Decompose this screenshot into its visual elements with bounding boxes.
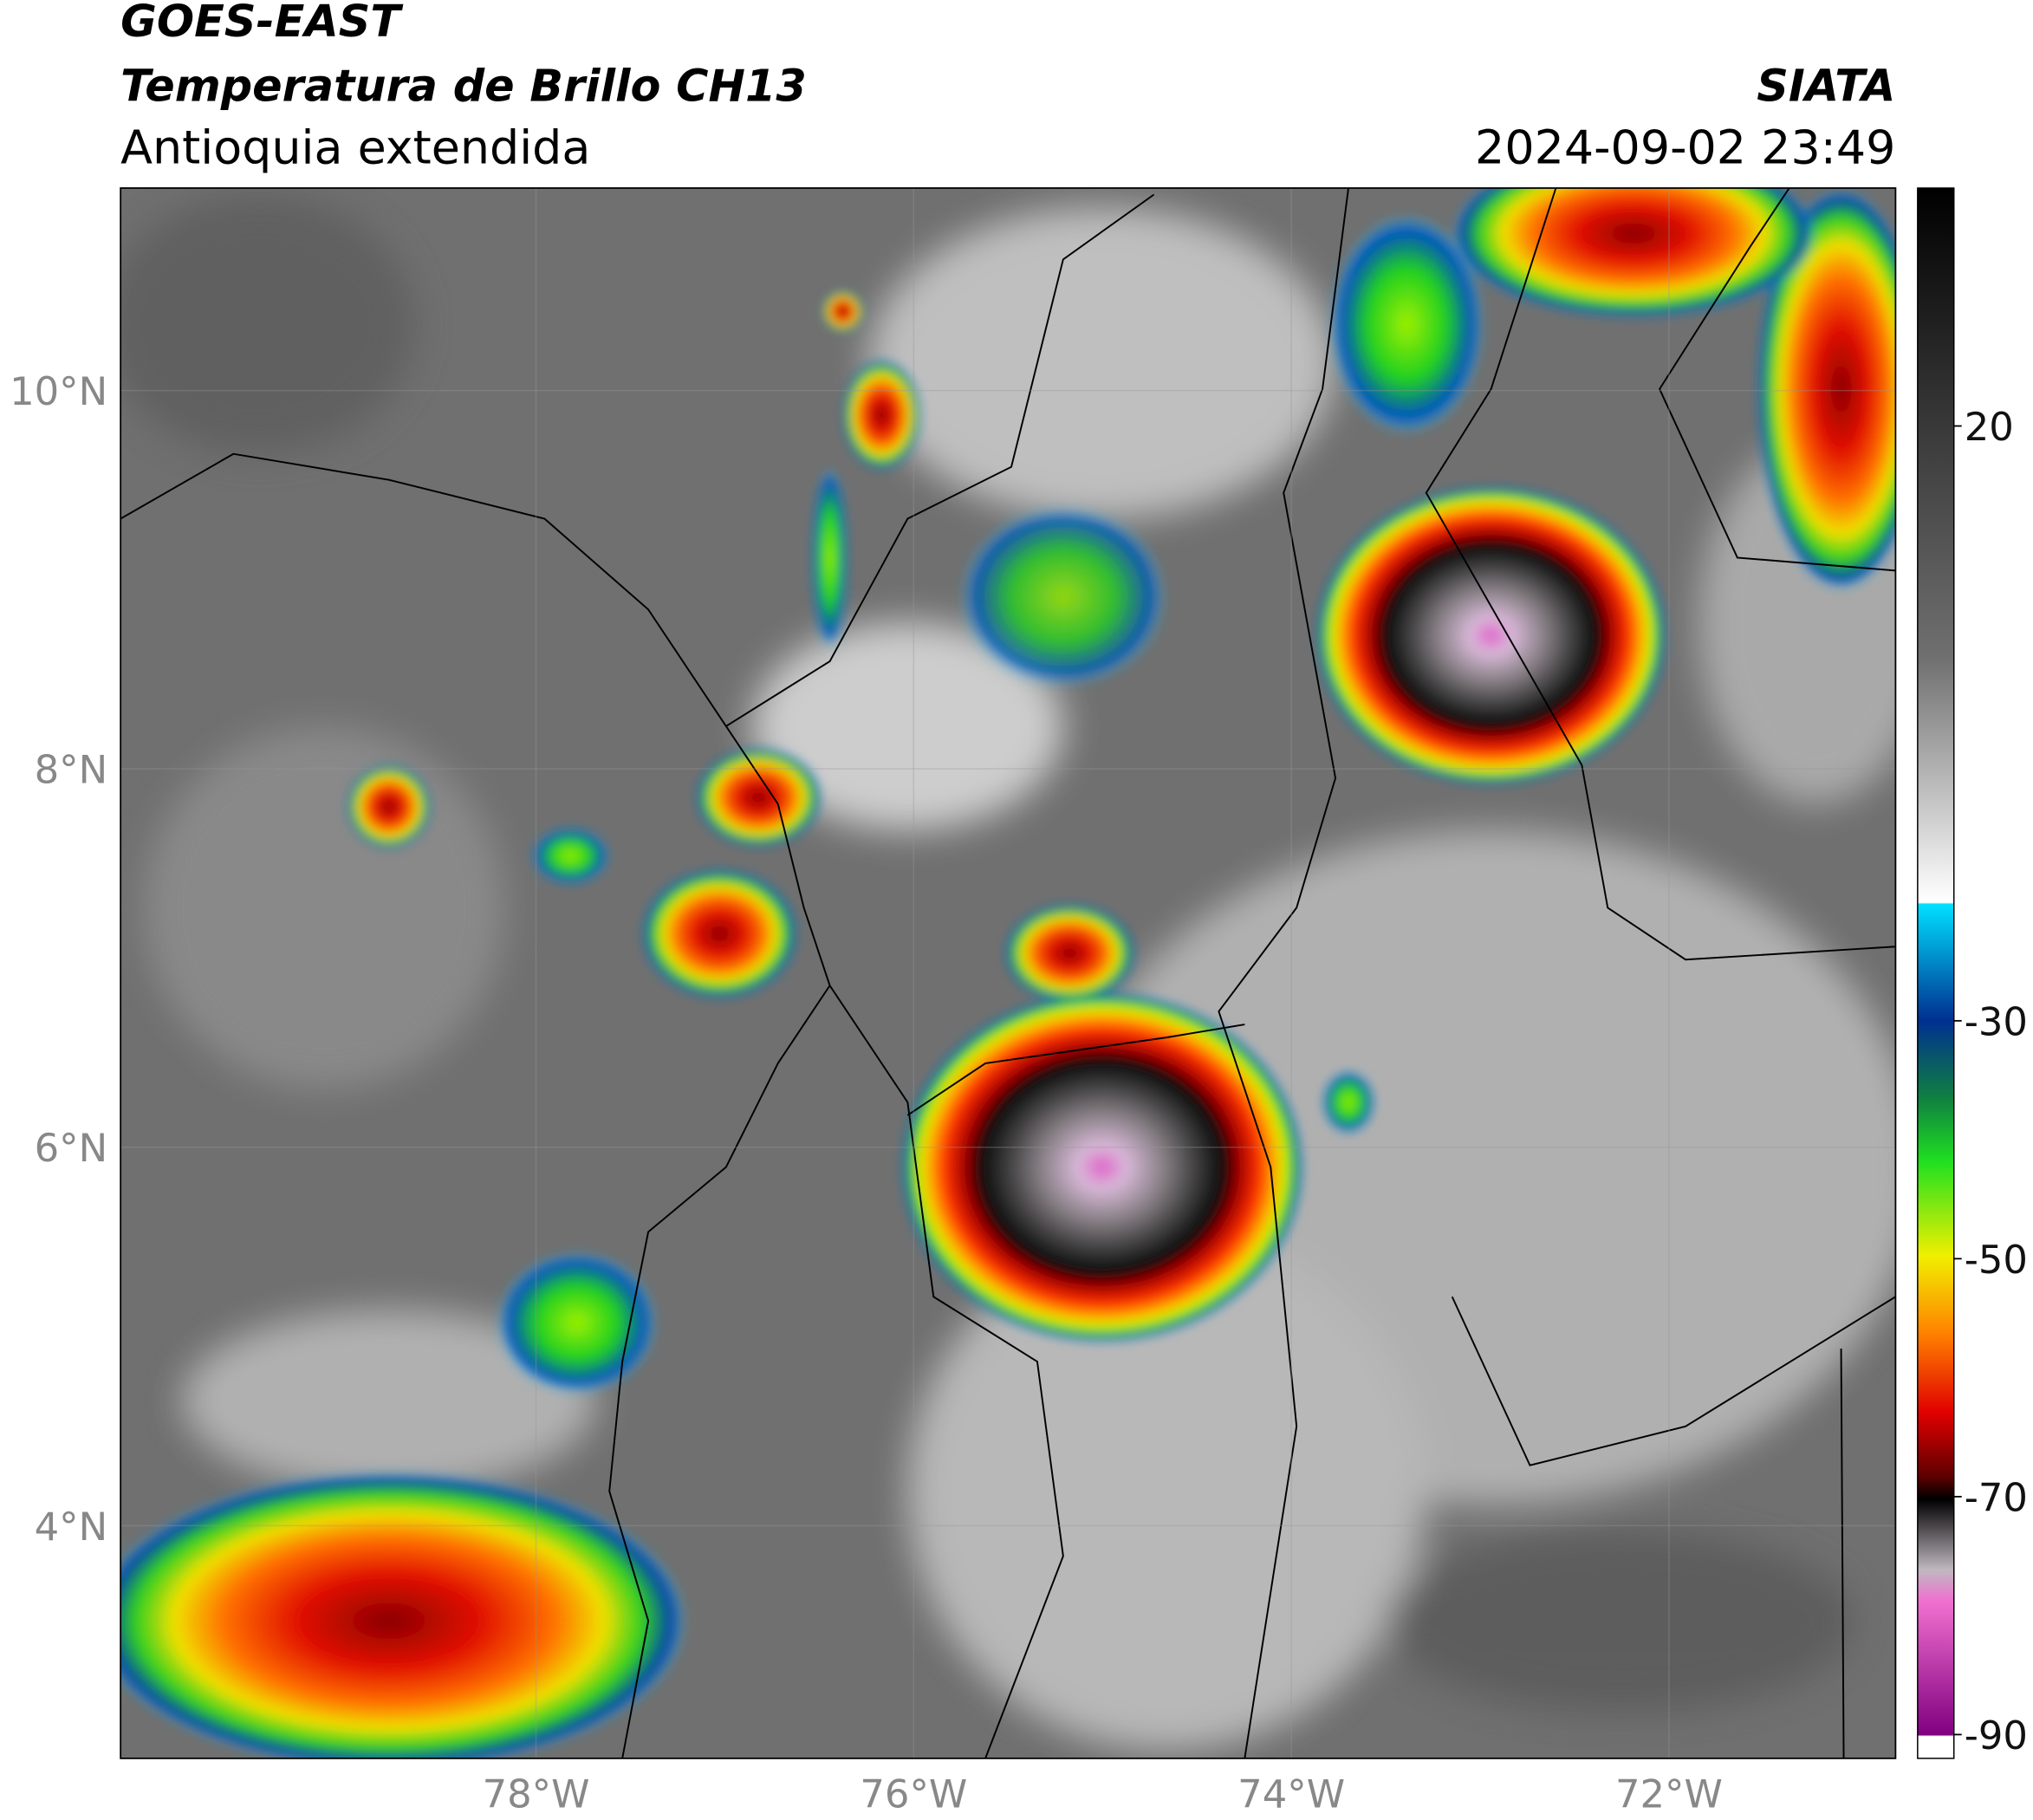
colorbar-tick-label: -50	[1965, 1237, 2028, 1283]
subtitle: Temperatura de Brillo CH13	[120, 61, 807, 112]
borders	[120, 188, 1896, 1758]
colorbar-tick-label: -90	[1965, 1713, 2028, 1758]
map-frame	[120, 187, 1897, 1759]
title: GOES-EAST	[120, 0, 404, 47]
region: Antioquia extendida	[120, 120, 590, 175]
colorbar-tick-label: 20	[1965, 404, 2014, 450]
grid	[120, 188, 1896, 1758]
colorbar-tick-label: -30	[1965, 998, 2028, 1044]
x-tick-label: 76°W	[860, 1771, 967, 1817]
datetime: 2024-09-02 23:49	[1475, 120, 1895, 175]
satellite-image	[120, 188, 1896, 1758]
y-tick-label: 4°N	[35, 1504, 108, 1550]
y-tick-label: 6°N	[35, 1125, 108, 1171]
x-tick-label: 74°W	[1237, 1771, 1345, 1817]
x-tick-label: 72°W	[1615, 1771, 1723, 1817]
source: SIATA	[1757, 61, 1895, 112]
y-tick-label: 10°N	[10, 368, 107, 414]
y-tick-label: 8°N	[35, 747, 108, 793]
colorbar	[1917, 187, 1955, 1759]
colorbar-tick-label: -70	[1965, 1474, 2028, 1520]
x-tick-label: 78°W	[483, 1771, 590, 1817]
